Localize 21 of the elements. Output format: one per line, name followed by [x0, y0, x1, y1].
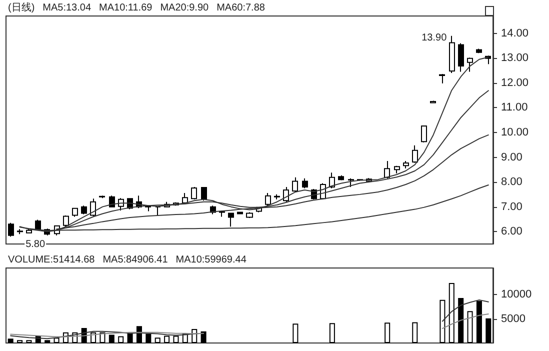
y-tick-label: 12.00 — [501, 76, 529, 89]
y-tick-label: 5000 — [501, 312, 526, 325]
chart-title: VOLUME:51414.68 — [8, 254, 96, 266]
text: MA5:84906.41 — [102, 254, 168, 266]
y-tick-label: 10.00 — [501, 126, 529, 138]
annotation: 13.90 — [422, 32, 448, 44]
y-tick-label: 11.00 — [501, 102, 528, 114]
y-tick-label: 13.00 — [501, 52, 529, 64]
y-tick-label: 9.00 — [501, 151, 522, 164]
y-tick-label: 6.00 — [501, 226, 522, 238]
chart-title: (日线) — [8, 2, 35, 14]
text: MA5:13.04 — [42, 2, 92, 14]
annotation: 5.80 — [26, 239, 46, 250]
y-tick-label: 14.00 — [501, 27, 529, 40]
text: MA20:9.90 — [160, 2, 210, 14]
y-tick-label: 7.00 — [501, 200, 522, 213]
text: MA60:7.88 — [216, 2, 266, 14]
y-tick-label: 10000 — [501, 288, 532, 301]
text: MA10:11.69 — [99, 2, 153, 14]
text: MA10:59969.44 — [176, 254, 247, 266]
y-tick-label: 8.00 — [501, 176, 522, 188]
